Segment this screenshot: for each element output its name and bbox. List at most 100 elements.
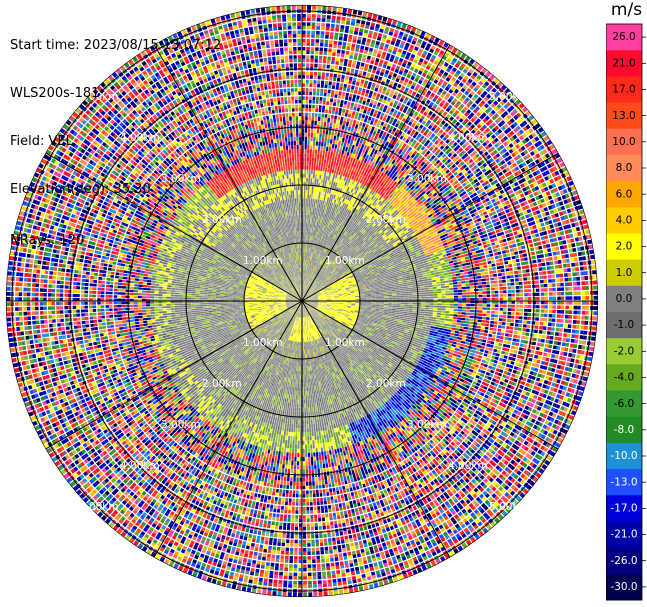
velocity-cell (315, 309, 320, 313)
velocity-cell (248, 299, 253, 301)
velocity-cell (306, 290, 309, 295)
velocity-cell (305, 289, 308, 294)
velocity-cell (318, 301, 323, 303)
velocity-cell (304, 294, 308, 298)
velocity-cell (315, 288, 319, 292)
velocity-cell (300, 313, 302, 318)
velocity-cell (302, 338, 304, 343)
velocity-cell (338, 302, 343, 304)
velocity-cell (307, 281, 310, 286)
velocity-cell (291, 288, 294, 292)
velocity-cell (318, 297, 323, 299)
velocity-cell (292, 287, 296, 291)
velocity-cell (305, 346, 307, 351)
velocity-cell (312, 308, 316, 311)
velocity-cell (304, 289, 306, 294)
velocity-cell (310, 299, 315, 301)
velocity-cell (305, 303, 309, 307)
velocity-cell (308, 315, 311, 320)
velocity-cell (306, 316, 308, 321)
velocity-cell (294, 302, 299, 305)
velocity-cell (334, 299, 339, 301)
velocity-cell (300, 292, 302, 297)
velocity-cell (314, 298, 319, 300)
velocity-cell (310, 301, 315, 303)
velocity-cell (296, 354, 298, 359)
velocity-cell (351, 304, 356, 306)
velocity-cell (317, 296, 322, 298)
velocity-cell (297, 285, 299, 290)
velocity-cell (256, 298, 261, 300)
velocity-cell (302, 317, 304, 322)
velocity-cell (300, 292, 302, 297)
velocity-cell (307, 307, 310, 311)
velocity-cell (312, 307, 316, 311)
velocity-cell (303, 317, 304, 322)
velocity-cell (290, 298, 294, 300)
velocity-cell (310, 299, 315, 301)
velocity-cell (347, 296, 352, 298)
velocity-cell (313, 306, 317, 309)
velocity-cell (295, 316, 298, 321)
velocity-cell (303, 329, 304, 334)
velocity-cell (300, 293, 302, 297)
velocity-cell (289, 299, 294, 301)
velocity-cell (296, 289, 299, 294)
velocity-cell (298, 251, 300, 256)
velocity-cell (303, 333, 304, 338)
velocity-cell (310, 288, 313, 292)
velocity-cell (308, 306, 312, 309)
velocity-cell (303, 288, 305, 293)
velocity-cell (306, 312, 309, 317)
velocity-cell (311, 290, 315, 293)
velocity-cell (286, 305, 291, 308)
velocity-cell (294, 298, 298, 300)
velocity-cell (302, 301, 303, 305)
velocity-cell (303, 293, 305, 298)
velocity-cell (306, 300, 311, 301)
velocity-cell (312, 291, 316, 294)
velocity-cell (286, 296, 291, 298)
velocity-cell (312, 284, 315, 289)
velocity-cell (303, 309, 304, 314)
velocity-cell (313, 286, 317, 290)
velocity-cell (289, 302, 294, 303)
velocity-cell (285, 301, 290, 303)
velocity-cell (310, 289, 314, 293)
velocity-cell (307, 286, 310, 290)
velocity-cell (304, 304, 308, 308)
velocity-cell (304, 294, 308, 298)
velocity-cell (286, 295, 291, 297)
velocity-cell (308, 294, 313, 297)
velocity-cell (298, 289, 300, 294)
velocity-cell (298, 289, 300, 294)
velocity-cell (313, 306, 317, 308)
velocity-cell (295, 307, 298, 312)
velocity-cell (307, 291, 310, 295)
velocity-cell (302, 309, 304, 314)
velocity-cell (260, 299, 265, 301)
velocity-cell (298, 313, 300, 317)
velocity-cell (301, 292, 302, 297)
velocity-cell (314, 288, 319, 292)
velocity-cell (248, 295, 253, 297)
velocity-cell (289, 298, 294, 300)
velocity-cell (292, 311, 296, 315)
velocity-cell (311, 314, 315, 318)
velocity-cell (307, 316, 309, 321)
velocity-cell (304, 354, 305, 359)
velocity-cell (304, 350, 306, 355)
velocity-cell (334, 302, 339, 304)
velocity-cell (304, 294, 308, 298)
velocity-cell (304, 303, 308, 307)
velocity-cell (351, 296, 356, 298)
velocity-cell (256, 299, 261, 301)
velocity-cell (292, 287, 296, 291)
velocity-cell (306, 299, 310, 301)
velocity-cell (318, 302, 323, 304)
velocity-cell (293, 301, 298, 303)
velocity-cell (302, 292, 304, 297)
velocity-cell (299, 284, 300, 289)
velocity-cell (300, 264, 301, 269)
velocity-cell (314, 299, 319, 301)
